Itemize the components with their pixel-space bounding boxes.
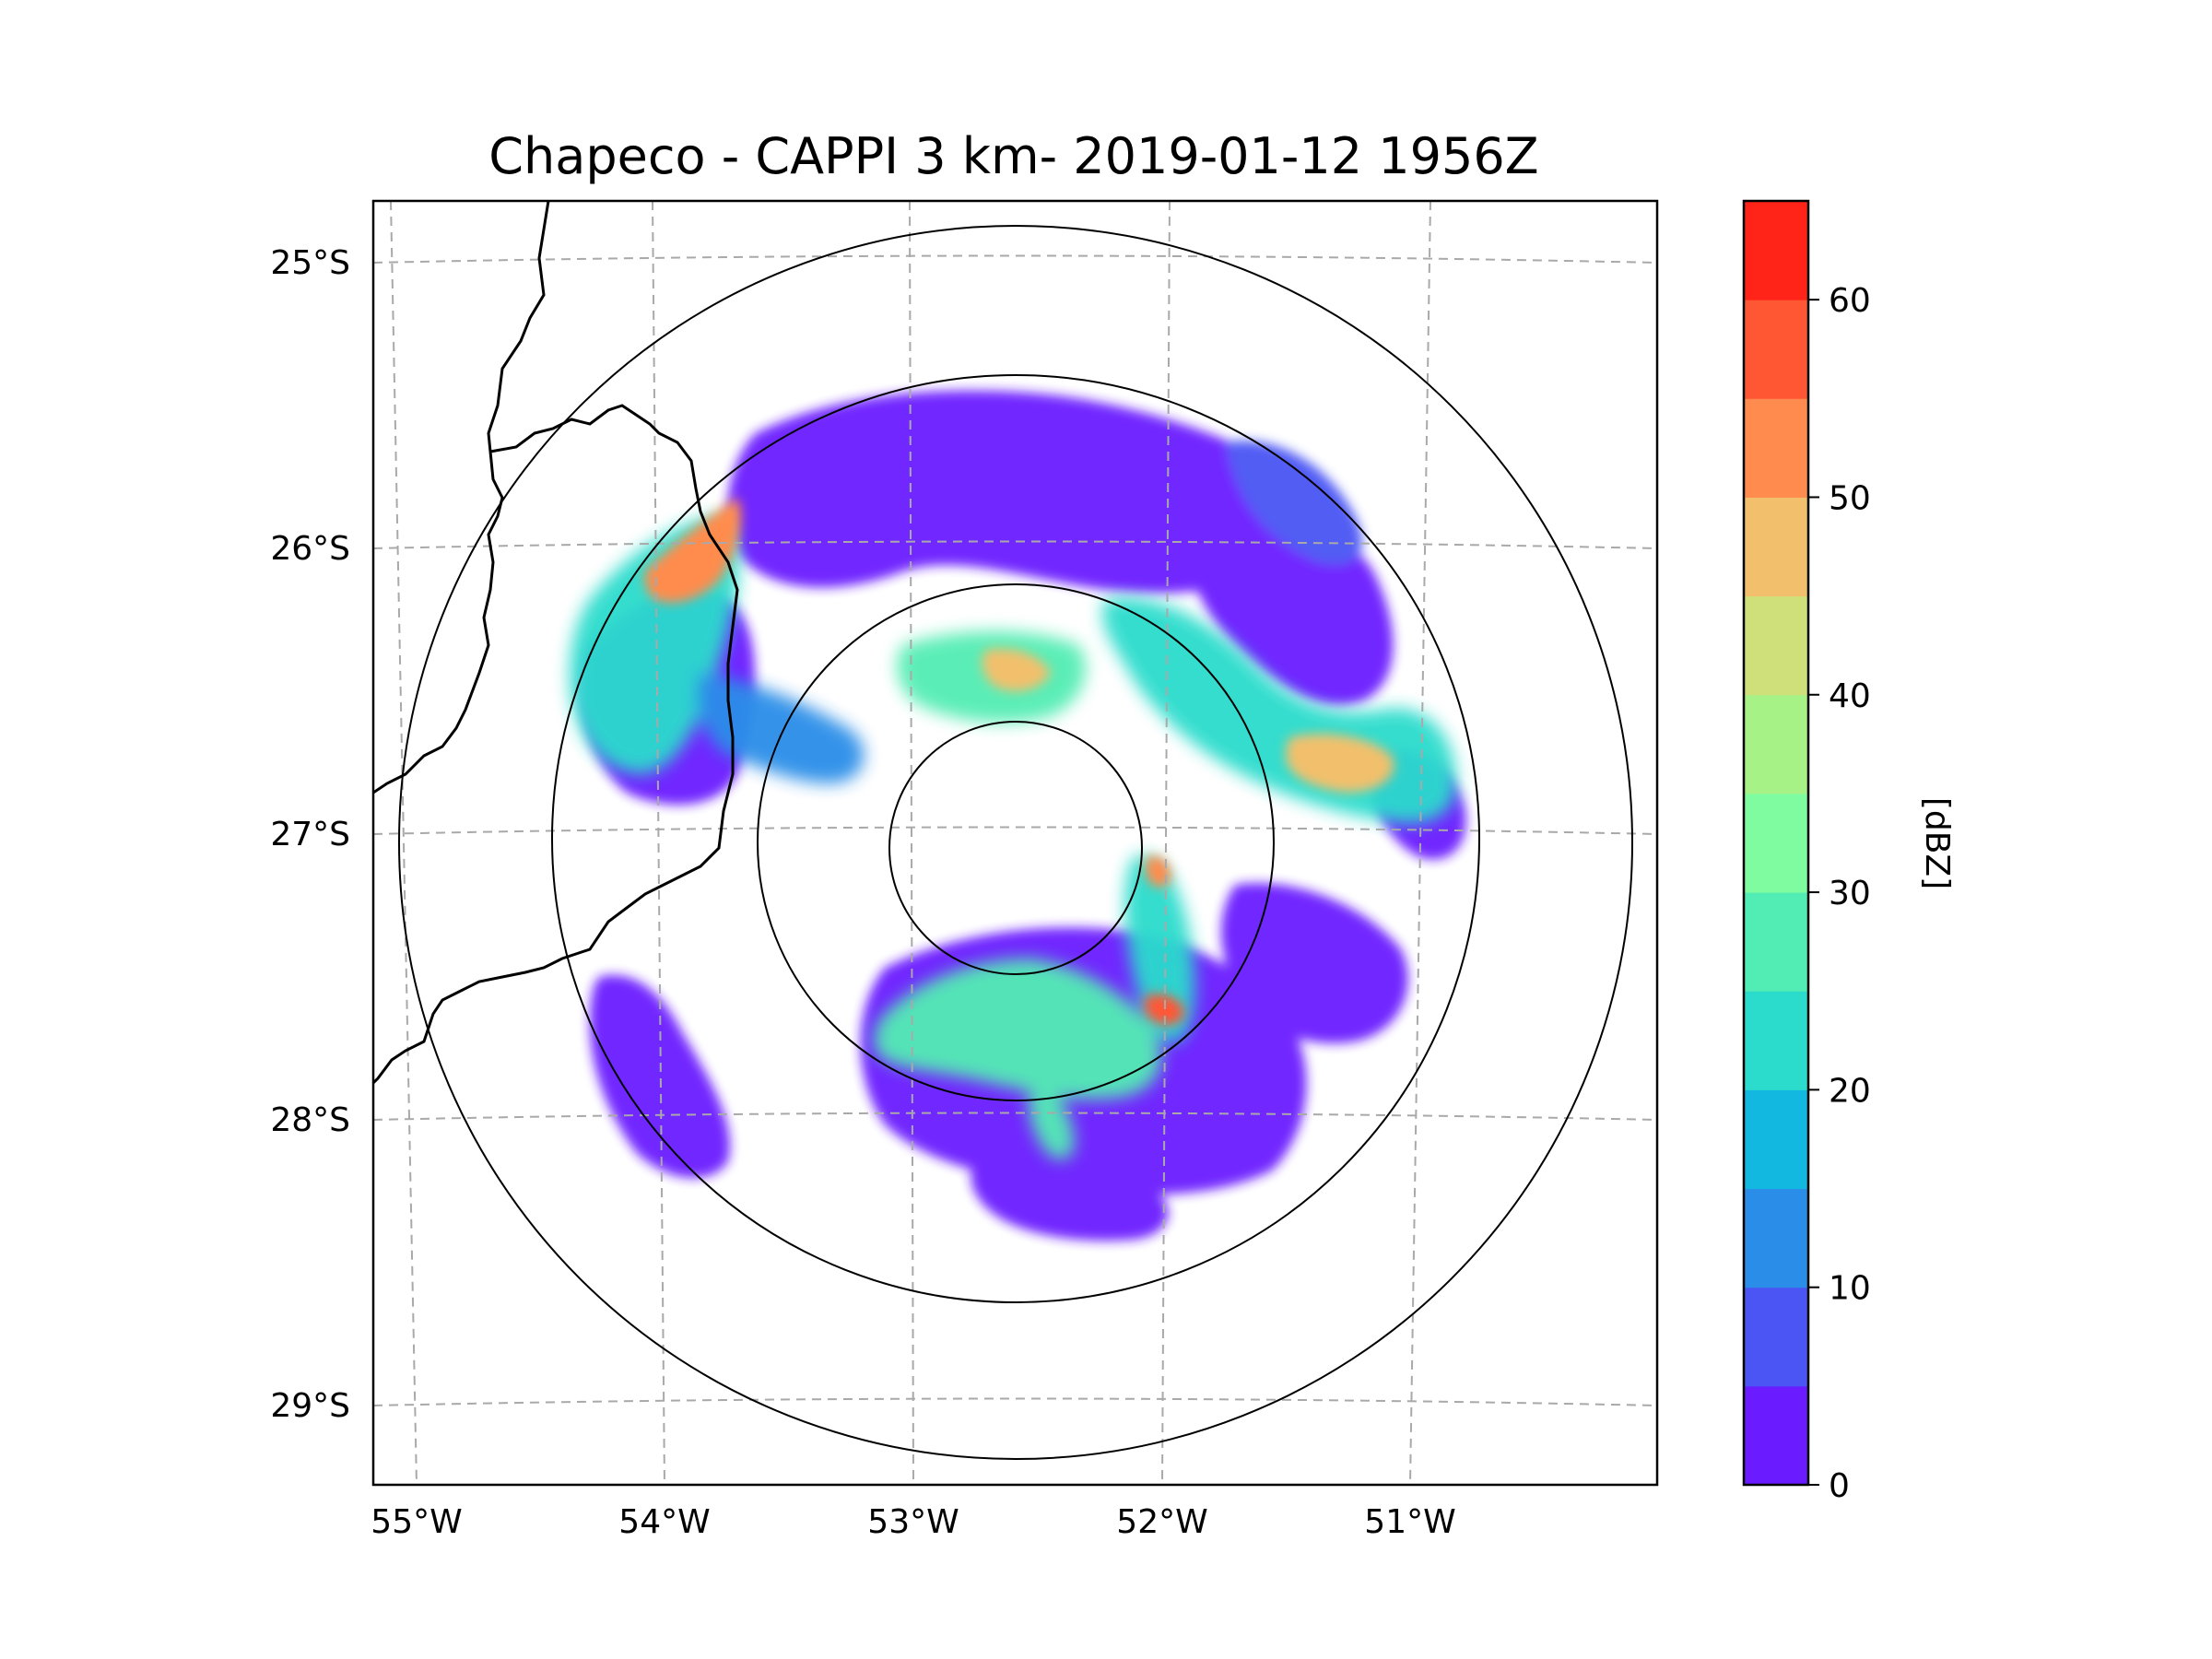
echo-south-column <box>1124 855 1195 1043</box>
colorbar-tick-label: 0 <box>1829 1467 1850 1505</box>
lon-line-51 <box>1409 201 1431 1485</box>
colorbar-segment-60-65 <box>1744 201 1808 300</box>
colorbar-segment-45-50 <box>1744 497 1808 597</box>
lat-line-25 <box>373 254 1657 264</box>
colorbar-segment-15-20 <box>1744 1089 1808 1190</box>
graticule <box>373 201 1657 1485</box>
lat-line-28 <box>373 1112 1657 1121</box>
colorbar-label: [dBZ] <box>1918 797 1956 889</box>
colorbar-frame <box>1742 199 1810 1487</box>
colorbar-segment-55-60 <box>1744 300 1808 399</box>
lon-tick-51: 51°W <box>1364 1503 1455 1541</box>
echo-south-cyan <box>874 959 1161 1100</box>
echo-north-center <box>1145 856 1171 888</box>
colorbar-segment-0-5 <box>1744 1385 1808 1486</box>
echo-north-core <box>982 648 1051 691</box>
range-ring-middle <box>757 583 1275 1101</box>
colorbar-segment-10-15 <box>1744 1188 1808 1288</box>
map-frame <box>371 199 1659 1487</box>
lat-line-26 <box>373 540 1657 549</box>
colorbar-segment-25-30 <box>1744 892 1808 992</box>
colorbar-segment-30-35 <box>1744 793 1808 893</box>
lat-tick-labels: 25°S 26°S 27°S 28°S 29°S <box>270 244 350 1425</box>
colorbar-segment-5-10 <box>1744 1287 1808 1387</box>
map-panel <box>373 201 1657 1485</box>
lon-tick-labels: 55°W 54°W 53°W 52°W 51°W <box>371 1503 1455 1541</box>
state-border <box>373 404 739 1085</box>
lat-tick-26: 26°S <box>270 530 350 568</box>
echo-strong <box>644 498 1394 1025</box>
colorbar-tick-label: 10 <box>1829 1270 1871 1308</box>
colorbar-tick-label: 40 <box>1829 677 1871 715</box>
colorbar-tick-label: 60 <box>1829 282 1871 320</box>
echo-ne-edge <box>1226 441 1362 565</box>
echo-southwest-scatter <box>590 975 730 1179</box>
echo-far-south <box>971 1158 1169 1241</box>
range-ring-inner <box>888 721 1143 975</box>
lat-tick-27: 27°S <box>270 816 350 853</box>
colorbar-tick-label: 20 <box>1829 1072 1871 1110</box>
echo-south-core <box>1144 994 1184 1025</box>
lon-tick-52: 52°W <box>1116 1503 1207 1541</box>
lat-line-29 <box>373 1397 1657 1406</box>
colorbar: 0 10 20 30 40 50 60 [dBZ] <box>1742 199 1956 1505</box>
lon-line-52 <box>1161 201 1171 1485</box>
chart-title: Chapeco - CAPPI 3 km- 2019-01-12 1956Z <box>488 127 1538 185</box>
range-ring-outer <box>551 374 1480 1303</box>
colorbar-tick-label: 30 <box>1829 875 1871 912</box>
colorbar-segment-50-55 <box>1744 398 1808 498</box>
range-rings <box>398 225 1633 1460</box>
national-border <box>373 201 550 794</box>
echo-east-core <box>1286 734 1394 793</box>
colorbar-segments <box>1744 201 1808 1486</box>
lat-tick-25: 25°S <box>270 244 350 282</box>
lat-line-27 <box>373 826 1657 835</box>
colorbar-segment-35-40 <box>1744 694 1808 794</box>
lat-tick-28: 28°S <box>270 1101 350 1139</box>
lon-line-54 <box>652 201 665 1485</box>
lon-line-55 <box>390 201 418 1485</box>
lon-tick-55: 55°W <box>371 1503 462 1541</box>
colorbar-ticks: 0 10 20 30 40 50 60 <box>1808 282 1871 1505</box>
echo-south-drop <box>1028 1086 1075 1160</box>
colorbar-tick-label: 50 <box>1829 479 1871 517</box>
lon-line-53 <box>909 201 914 1485</box>
lon-tick-53: 53°W <box>867 1503 959 1541</box>
range-ring-max <box>398 225 1633 1460</box>
echo-nw-edge-core <box>644 498 741 603</box>
colorbar-segment-20-25 <box>1744 991 1808 1090</box>
lat-tick-29: 29°S <box>270 1387 350 1425</box>
colorbar-segment-40-45 <box>1744 595 1808 696</box>
echo-west-arm <box>697 673 865 783</box>
border-lines <box>373 201 739 1085</box>
lon-tick-54: 54°W <box>618 1503 710 1541</box>
